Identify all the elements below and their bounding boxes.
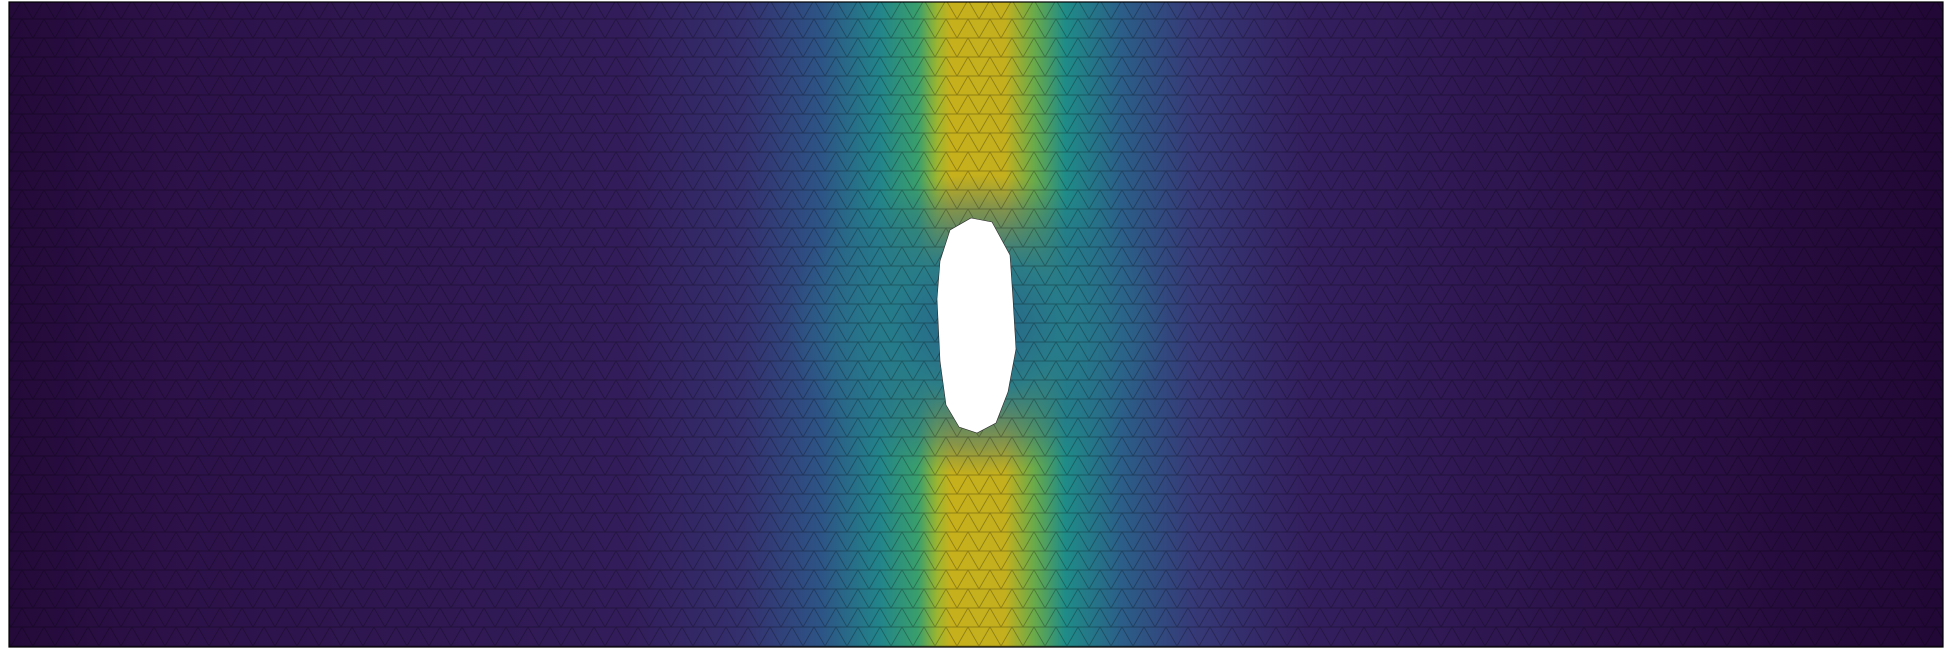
plate-border <box>8 1 1944 648</box>
hole <box>936 217 1017 434</box>
